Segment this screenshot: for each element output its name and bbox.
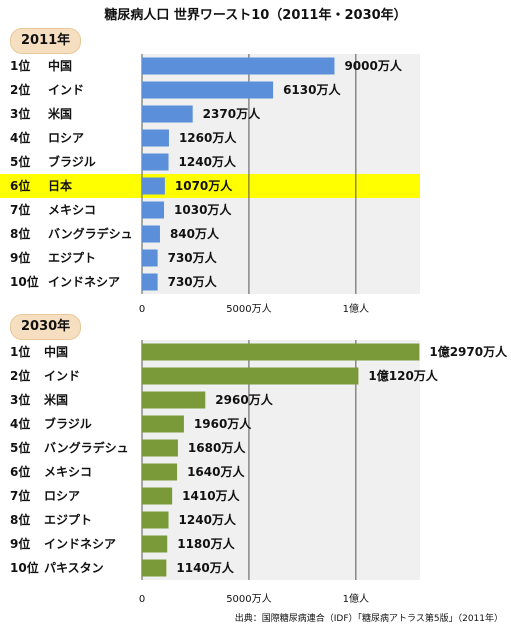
bar [142, 153, 169, 171]
x-tick-label: 5000万人 [226, 593, 271, 605]
rank-label: 6位 [10, 464, 30, 479]
category-label: 日本 [48, 178, 72, 193]
rank-label: 10位 [10, 560, 39, 575]
value-label: 1640万人 [187, 464, 245, 479]
category-label: 米国 [48, 106, 72, 121]
value-label: 1070万人 [175, 178, 233, 193]
rank-label: 6位 [10, 178, 30, 193]
category-label: エジプト [44, 512, 92, 527]
category-label: インド [48, 83, 84, 97]
rank-label: 7位 [10, 202, 30, 217]
value-label: 1億120万人 [368, 368, 438, 383]
bar [142, 439, 178, 457]
value-label: 1140万人 [176, 560, 234, 575]
bar [142, 105, 193, 123]
rank-label: 5位 [10, 440, 30, 455]
year-badge-2030: 2030年 [10, 314, 82, 340]
category-label: 米国 [44, 392, 68, 407]
bar [142, 81, 274, 99]
value-label: 1億2970万人 [429, 344, 508, 359]
category-label: バングラデシュ [44, 440, 129, 455]
rank-label: 5位 [10, 154, 30, 169]
rank-label: 8位 [10, 226, 30, 241]
rank-label: 4位 [10, 130, 30, 145]
value-label: 1410万人 [182, 488, 240, 503]
category-label: バングラデシュ [48, 226, 133, 241]
rank-label: 3位 [10, 392, 30, 407]
category-label: インドネシア [48, 275, 120, 289]
category-label: ブラジル [48, 154, 96, 169]
bar [142, 415, 184, 433]
bar [142, 391, 206, 409]
source-note: 出典：国際糖尿病連合（IDF）「糖尿病アトラス第5版」（2011年） [234, 614, 503, 624]
value-label: 1240万人 [179, 512, 237, 527]
category-label: メキシコ [48, 203, 96, 217]
rank-label: 1位 [10, 344, 30, 359]
x-tick-label: 0 [139, 594, 145, 605]
value-label: 2370万人 [203, 106, 261, 121]
x-tick-label: 1億人 [343, 302, 369, 315]
rank-label: 4位 [10, 416, 30, 431]
category-label: メキシコ [44, 465, 92, 479]
category-label: ブラジル [44, 416, 92, 431]
rank-label: 9位 [10, 250, 30, 265]
bar [142, 129, 169, 147]
year-badge-2011: 2011年 [10, 28, 82, 54]
x-tick-label: 1億人 [343, 592, 369, 605]
value-label: 1960万人 [194, 416, 252, 431]
bar [142, 225, 160, 243]
chart-2030: 0 5000万人 1億人 1位 中国 1億2970万人 2位 インド 1億120万人 3位 米国 29… [10, 340, 508, 605]
chart-title: 糖尿病人口 世界ワースト10（2011年・2030年） [104, 8, 407, 23]
bar [142, 463, 178, 481]
bar [142, 487, 173, 505]
category-label: インドネシア [44, 537, 116, 551]
rank-label: 3位 [10, 106, 30, 121]
bar [142, 535, 168, 553]
x-tick-label: 0 [139, 304, 145, 315]
value-label: 730万人 [168, 250, 218, 265]
rank-label: 2位 [10, 82, 30, 97]
bar [142, 201, 165, 219]
value-label: 840万人 [170, 226, 220, 241]
category-label: パキスタン [44, 561, 104, 575]
category-label: インド [44, 369, 80, 383]
bar [142, 367, 359, 385]
value-label: 1180万人 [177, 536, 235, 551]
bar [142, 57, 335, 75]
category-label: ロシア [48, 131, 84, 145]
value-label: 1260万人 [179, 130, 237, 145]
category-label: エジプト [48, 250, 96, 265]
value-label: 1030万人 [174, 202, 232, 217]
rank-label: 2位 [10, 368, 30, 383]
value-label: 9000万人 [344, 58, 402, 73]
rank-label: 7位 [10, 488, 30, 503]
x-tick-label: 5000万人 [226, 303, 271, 315]
bar [142, 343, 420, 361]
bar [142, 177, 165, 195]
value-label: 1240万人 [179, 154, 237, 169]
category-label: 中国 [44, 344, 68, 359]
value-label: 2960万人 [215, 392, 273, 407]
value-label: 730万人 [168, 274, 218, 289]
category-label: 中国 [48, 58, 72, 73]
highlight-row [0, 174, 420, 198]
value-label: 1680万人 [188, 440, 246, 455]
chart-2011: 0 5000万人 1億人 1位 中国 9000万人 2位 インド 6130万人 3位 米国 2370万… [0, 54, 420, 315]
rank-label: 10位 [10, 274, 39, 289]
bar [142, 249, 158, 267]
bar [142, 273, 158, 291]
bar [142, 559, 167, 577]
rank-label: 1位 [10, 58, 30, 73]
rank-label: 9位 [10, 536, 30, 551]
value-label: 6130万人 [283, 82, 341, 97]
bar [142, 511, 169, 529]
category-label: ロシア [44, 489, 80, 503]
rank-label: 8位 [10, 512, 30, 527]
